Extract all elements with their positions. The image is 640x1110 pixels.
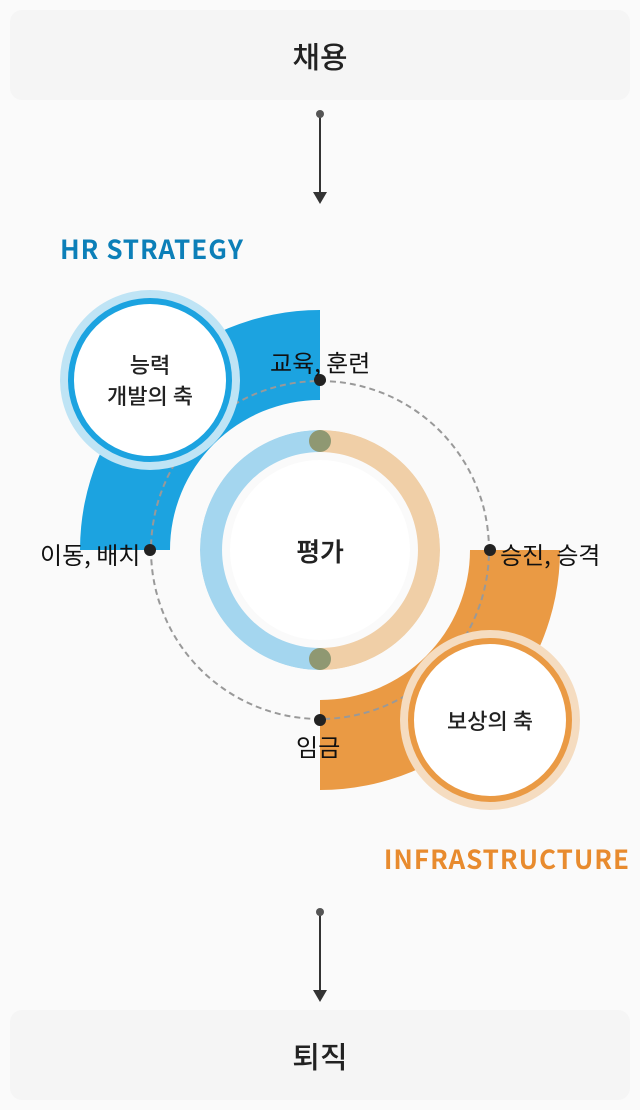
diagram-stage: HR STRATEGY 평가 교육, 훈련 이동, 배치 승진, 승격 임금 능… (0, 200, 640, 900)
arrow-top-dot (316, 110, 324, 118)
arrow-bottom (319, 910, 321, 1000)
center-core-label: 평가 (296, 532, 344, 569)
infrastructure-label: INFRASTRUCTURE (384, 840, 630, 877)
arrow-top (319, 112, 321, 202)
spoke-label-right: 승진, 승격 (500, 536, 600, 571)
spoke-label-left: 이동, 배치 (40, 536, 140, 571)
axis-circle-top-left: 능력개발의 축 (68, 298, 232, 462)
arrow-bottom-dot (316, 908, 324, 916)
top-box-label: 채용 (292, 33, 347, 77)
center-core: 평가 (230, 460, 410, 640)
axis-circle-bottom-right-label: 보상의 축 (447, 705, 533, 736)
top-box: 채용 (10, 10, 630, 100)
ring-dot-bottom (309, 648, 331, 670)
bottom-box: 퇴직 (10, 1010, 630, 1100)
ring-dot-top (309, 430, 331, 452)
arrow-bottom-head (313, 990, 327, 1002)
spoke-dot-right (484, 544, 496, 556)
bottom-box-label: 퇴직 (292, 1033, 347, 1077)
spoke-dot-bottom (314, 714, 326, 726)
spoke-dot-left (144, 544, 156, 556)
axis-circle-bottom-right: 보상의 축 (408, 638, 572, 802)
spoke-label-bottom: 임금 (296, 728, 340, 763)
axis-circle-top-left-label: 능력개발의 축 (107, 349, 193, 411)
spoke-label-top: 교육, 훈련 (270, 344, 370, 379)
